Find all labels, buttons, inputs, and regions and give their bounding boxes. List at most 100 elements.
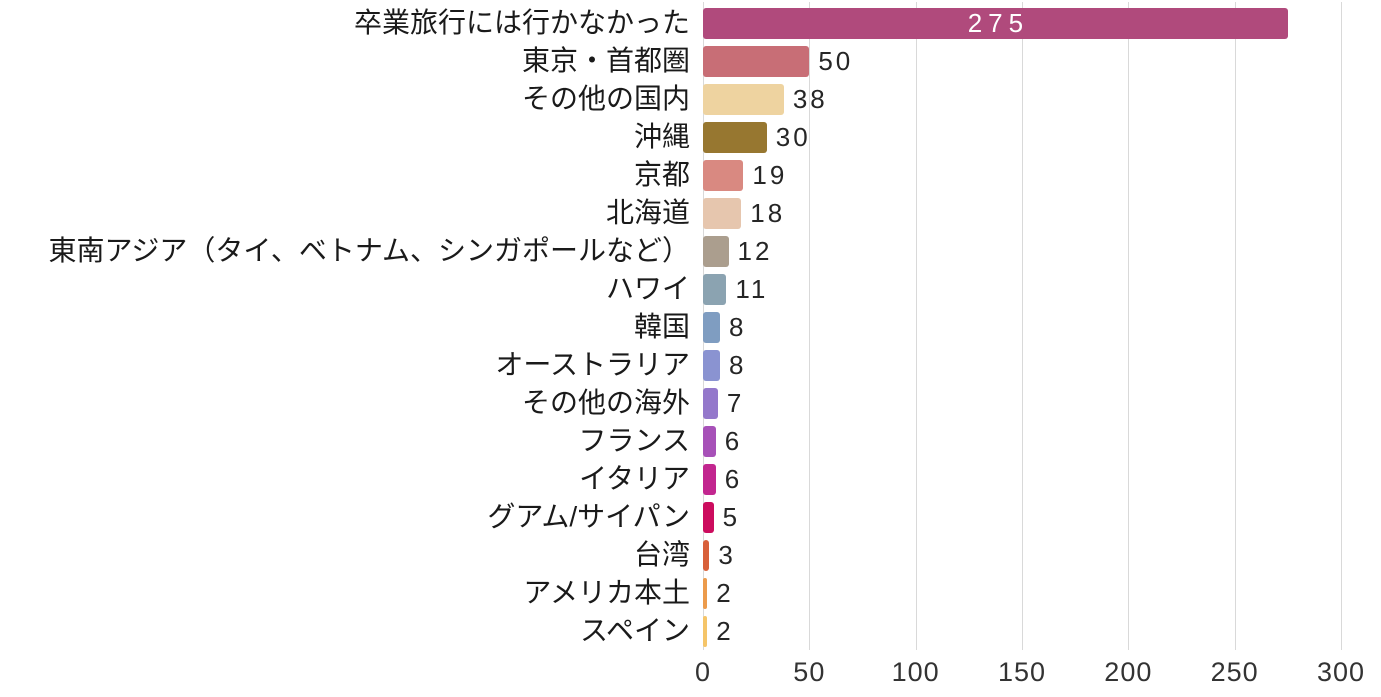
plot-cell: 11 bbox=[703, 273, 1341, 305]
value-label: 3 bbox=[718, 540, 736, 570]
bar-row: その他の海外 7 bbox=[0, 384, 1381, 422]
bar bbox=[703, 425, 716, 457]
bar bbox=[703, 45, 810, 77]
plot-cell: 18 bbox=[703, 197, 1341, 229]
plot-cell: 3 bbox=[703, 539, 1341, 571]
category-label: その他の国内 bbox=[521, 83, 690, 114]
x-tick-label: 0 bbox=[694, 657, 712, 687]
category-label: フランス bbox=[578, 425, 690, 456]
bar bbox=[703, 577, 708, 609]
bar-row: グアム/サイパン 5 bbox=[0, 498, 1381, 536]
plot-cell: 19 bbox=[703, 159, 1341, 191]
bar-row: ハワイ 11 bbox=[0, 270, 1381, 308]
bar-row: 卒業旅行には行かなかった 275 bbox=[0, 4, 1381, 42]
bar bbox=[703, 539, 710, 571]
value-label: 6 bbox=[724, 426, 743, 456]
value-label: 6 bbox=[724, 464, 743, 494]
category-label: グアム/サイパン bbox=[487, 501, 690, 532]
value-label: 7 bbox=[726, 388, 745, 418]
plot-cell: 7 bbox=[703, 387, 1341, 419]
x-tick-label: 150 bbox=[997, 657, 1047, 687]
bar bbox=[703, 273, 727, 305]
bar bbox=[703, 463, 716, 495]
value-label: 8 bbox=[729, 350, 747, 380]
bar-row: アメリカ本土 2 bbox=[0, 574, 1381, 612]
value-label: 50 bbox=[818, 46, 854, 76]
category-label: 北海道 bbox=[605, 197, 690, 228]
plot-cell: 2 bbox=[703, 615, 1341, 647]
plot-cell: 8 bbox=[703, 311, 1341, 343]
bar bbox=[703, 311, 720, 343]
x-tick-label: 100 bbox=[891, 657, 940, 687]
plot-cell: 275 bbox=[703, 7, 1341, 39]
bar-row: 沖縄 30 bbox=[0, 118, 1381, 156]
x-tick-label: 250 bbox=[1210, 657, 1259, 687]
value-label: 18 bbox=[750, 198, 786, 228]
bar-row: 韓国 8 bbox=[0, 308, 1381, 346]
value-label: 30 bbox=[775, 122, 811, 152]
category-label: イタリア bbox=[579, 463, 690, 494]
bar-row: 京都 19 bbox=[0, 156, 1381, 194]
bar bbox=[703, 349, 720, 381]
category-label: 卒業旅行には行かなかった bbox=[353, 7, 690, 38]
plot-cell: 2 bbox=[703, 577, 1341, 609]
value-label: 2 bbox=[716, 578, 734, 608]
category-label: アメリカ本土 bbox=[523, 577, 690, 608]
value-label: 2 bbox=[716, 616, 734, 646]
value-label: 8 bbox=[729, 312, 747, 342]
bar-row: スペイン 2 bbox=[0, 612, 1381, 650]
bar-row: イタリア 6 bbox=[0, 460, 1381, 498]
bar-row: 東京・首都圏 50 bbox=[0, 42, 1381, 80]
bar-row: 北海道 18 bbox=[0, 194, 1381, 232]
x-tick-label: 300 bbox=[1316, 657, 1366, 687]
value-label: 12 bbox=[737, 236, 773, 266]
bar bbox=[703, 121, 767, 153]
x-tick-label: 50 bbox=[793, 657, 826, 687]
bar bbox=[703, 501, 714, 533]
category-label: 台湾 bbox=[633, 539, 690, 570]
category-label: スペイン bbox=[579, 615, 690, 646]
category-label: 京都 bbox=[633, 159, 690, 190]
bar bbox=[703, 615, 708, 647]
category-label: 東京・首都圏 bbox=[521, 45, 690, 76]
value-label: 19 bbox=[752, 160, 788, 190]
plot-cell: 8 bbox=[703, 349, 1341, 381]
bar bbox=[703, 159, 744, 191]
bar-row: 東南アジア（タイ、ベトナム、シンガポールなど） 12 bbox=[0, 232, 1381, 270]
plot-cell: 50 bbox=[703, 45, 1341, 77]
plot-cell: 6 bbox=[703, 425, 1341, 457]
value-label: 275 bbox=[967, 8, 1030, 38]
gridline bbox=[1128, 2, 1130, 650]
gridline bbox=[809, 2, 811, 650]
bar-row: その他の国内 38 bbox=[0, 80, 1381, 118]
plot-cell: 12 bbox=[703, 235, 1341, 267]
category-label: 沖縄 bbox=[633, 121, 690, 152]
plot-cell: 5 bbox=[703, 501, 1341, 533]
category-label: その他の海外 bbox=[521, 387, 690, 418]
category-label: 東南アジア（タイ、ベトナム、シンガポールなど） bbox=[48, 235, 690, 266]
x-tick-label: 200 bbox=[1104, 657, 1153, 687]
bar: 275 bbox=[703, 7, 1288, 39]
bar bbox=[703, 83, 784, 115]
plot-cell: 6 bbox=[703, 463, 1341, 495]
x-axis: 0 50 100 150 200 250 300 bbox=[695, 654, 1364, 694]
gridline bbox=[915, 2, 917, 650]
bar bbox=[703, 197, 742, 229]
bar-row: オーストラリア 8 bbox=[0, 346, 1381, 384]
plot-cell: 30 bbox=[703, 121, 1341, 153]
category-label: ハワイ bbox=[605, 273, 690, 304]
bar bbox=[703, 235, 729, 267]
category-label: 韓国 bbox=[633, 311, 690, 342]
gridline bbox=[1022, 2, 1023, 650]
bar-row: フランス 6 bbox=[0, 422, 1381, 460]
category-label: オーストラリア bbox=[495, 349, 690, 380]
value-label: 38 bbox=[792, 84, 828, 114]
gridline bbox=[1234, 2, 1236, 650]
gridline bbox=[1341, 2, 1342, 650]
bar bbox=[703, 387, 718, 419]
bar-rows: 卒業旅行には行かなかった 275 東京・首都圏 50 その他の国内 38 沖縄 30 京都 19 北… bbox=[0, 4, 1381, 650]
bar-row: 台湾 3 bbox=[0, 536, 1381, 574]
value-label: 5 bbox=[722, 502, 741, 532]
value-label: 11 bbox=[735, 274, 769, 304]
